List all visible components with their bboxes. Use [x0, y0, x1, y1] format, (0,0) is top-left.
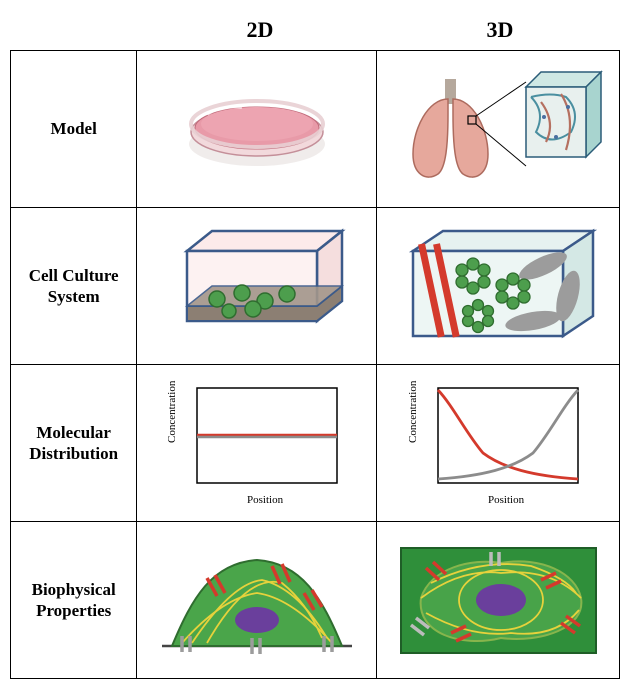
lung-tissue-icon — [388, 64, 608, 194]
cell-model-3d — [377, 51, 620, 208]
row-distribution: MolecularDistribution Concentration Posi… — [11, 365, 620, 522]
cell-bio-3d — [377, 522, 620, 679]
axis-y-label-3d: Concentration — [407, 380, 419, 443]
row-culture: Cell CultureSystem — [11, 208, 620, 365]
label-culture: Cell CultureSystem — [11, 208, 137, 365]
comparison-table: Model — [10, 50, 620, 679]
header-row: 2D 3D — [10, 10, 626, 50]
cell-model-2d — [137, 51, 377, 208]
label-model: Model — [11, 51, 137, 208]
cell-bio-2d — [137, 522, 377, 679]
cell-culture-2d — [137, 208, 377, 365]
axis-x-label-3d: Position — [488, 494, 525, 506]
figure-table: 2D 3D Model — [10, 10, 626, 679]
row-model: Model — [11, 51, 620, 208]
cell-culture-3d — [377, 208, 620, 365]
axis-x-label: Position — [247, 494, 284, 506]
cell-dist-3d: Concentration Position — [377, 365, 620, 522]
header-2d: 2D — [140, 10, 380, 50]
axis-y-label: Concentration — [166, 380, 178, 443]
petri-dish-icon — [172, 74, 342, 184]
culture-2d-icon — [157, 221, 357, 351]
header-3d: 3D — [380, 10, 620, 50]
chart-3d-icon: Concentration Position — [398, 378, 598, 508]
culture-3d-icon — [393, 221, 603, 351]
row-biophysical: BiophysicalProperties — [11, 522, 620, 679]
label-distribution: MolecularDistribution — [11, 365, 137, 522]
chart-2d-icon: Concentration Position — [157, 378, 357, 508]
cell-dist-2d: Concentration Position — [137, 365, 377, 522]
label-biophysical: BiophysicalProperties — [11, 522, 137, 679]
header-spacer — [10, 10, 140, 50]
